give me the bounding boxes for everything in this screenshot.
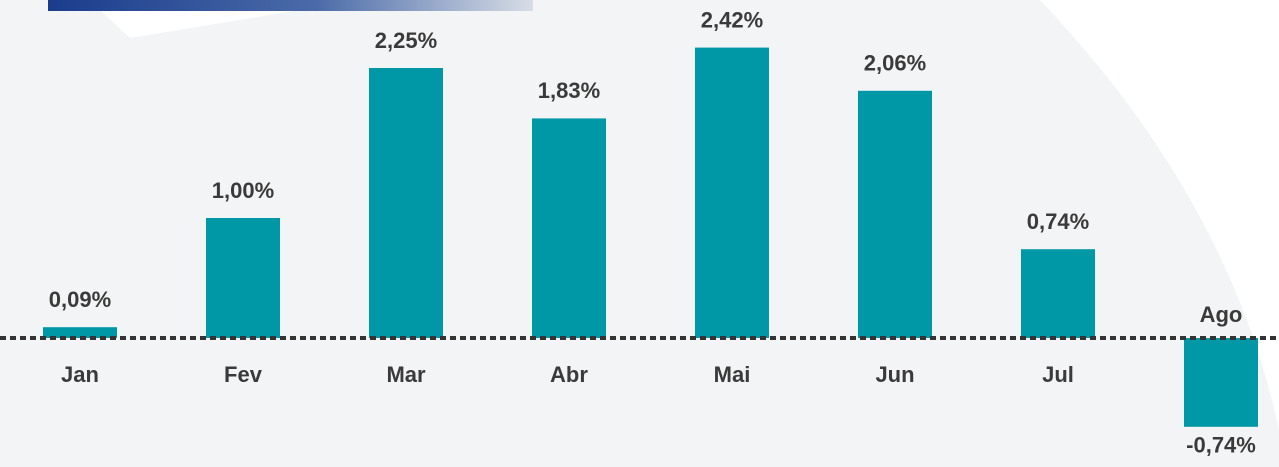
value-label: 0,09% bbox=[49, 287, 111, 312]
value-label: 2,42% bbox=[701, 7, 763, 32]
x-tick-label: Jan bbox=[61, 362, 99, 387]
value-label: 2,25% bbox=[375, 28, 437, 53]
bar bbox=[532, 118, 606, 339]
x-tick-label: Jul bbox=[1042, 362, 1074, 387]
bar bbox=[1184, 338, 1258, 427]
plot bbox=[43, 47, 1258, 427]
x-tick-label: Mar bbox=[386, 362, 426, 387]
value-label: 2,06% bbox=[864, 51, 926, 76]
x-tick-label: Ago bbox=[1200, 302, 1243, 327]
x-tick-label: Mai bbox=[714, 362, 751, 387]
decoration bbox=[100, 10, 300, 38]
bar bbox=[43, 327, 117, 338]
header-bar bbox=[48, 0, 533, 11]
bar bbox=[1021, 249, 1095, 338]
value-label: -0,74% bbox=[1186, 433, 1256, 458]
value-label: 1,00% bbox=[212, 178, 274, 203]
x-tick-label: Jun bbox=[875, 362, 914, 387]
bar bbox=[858, 90, 932, 338]
value-label: 0,74% bbox=[1027, 209, 1089, 234]
x-tick-label: Abr bbox=[550, 362, 588, 387]
bar bbox=[369, 68, 443, 338]
value-label: 1,83% bbox=[538, 78, 600, 103]
x-tick-label: Fev bbox=[224, 362, 263, 387]
bar bbox=[695, 47, 769, 338]
bar bbox=[206, 218, 280, 338]
